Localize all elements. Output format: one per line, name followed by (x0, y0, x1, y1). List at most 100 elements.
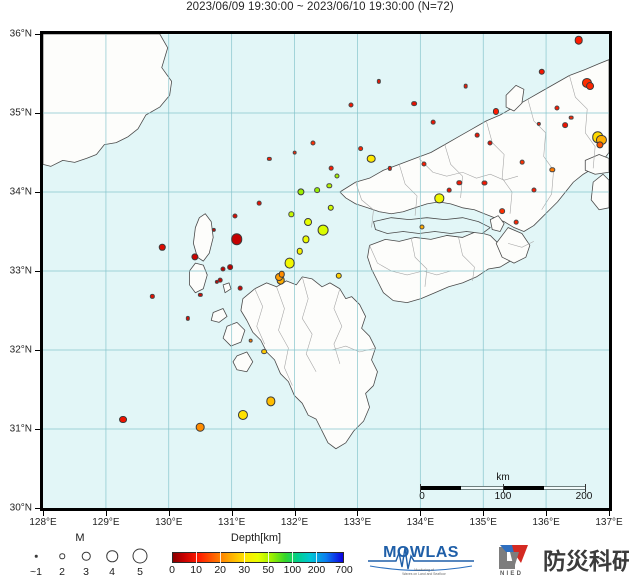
earthquake-marker[interactable] (513, 219, 519, 225)
earthquake-marker[interactable] (411, 100, 417, 107)
earthquake-marker[interactable] (278, 270, 286, 278)
earthquake-marker[interactable] (150, 294, 155, 299)
earthquake-marker[interactable] (348, 102, 354, 108)
y-axis-label: 36°N (9, 28, 32, 40)
earthquake-marker[interactable] (430, 120, 436, 125)
earthquake-marker[interactable] (220, 266, 226, 272)
earthquake-marker[interactable] (481, 180, 487, 186)
earthquake-marker[interactable] (214, 279, 219, 285)
earthquake-marker[interactable] (318, 224, 329, 236)
depth-legend-label: 200 (307, 564, 326, 576)
earthquake-marker[interactable] (304, 218, 313, 226)
earthquake-marker[interactable] (486, 140, 493, 146)
x-axis-tickmark (168, 511, 170, 516)
x-axis-label: 134°E (406, 517, 435, 528)
earthquake-marker[interactable] (327, 204, 335, 212)
earthquake-marker[interactable] (574, 36, 584, 45)
depth-colorbar-tick (292, 552, 294, 563)
earthquake-marker[interactable] (335, 272, 342, 279)
earthquake-marker[interactable] (198, 292, 203, 297)
earthquake-marker[interactable] (586, 82, 595, 91)
earthquake-marker[interactable] (387, 166, 393, 171)
earthquake-marker[interactable] (456, 179, 463, 186)
earthquake-marker[interactable] (230, 233, 243, 246)
scale-tick-0 (420, 484, 421, 492)
earthquake-marker[interactable] (232, 213, 238, 219)
earthquake-marker[interactable] (238, 286, 243, 291)
magnitude-legend-circle (106, 550, 118, 562)
x-axis-tickmark (231, 511, 233, 516)
earthquake-marker[interactable] (326, 182, 332, 189)
earthquake-marker[interactable] (499, 208, 505, 214)
map-panel[interactable] (40, 31, 612, 511)
earthquake-marker[interactable] (474, 132, 480, 138)
earthquake-marker[interactable] (248, 338, 253, 343)
y-axis-label: 33°N (9, 265, 32, 277)
magnitude-legend-circle (34, 554, 38, 558)
earthquake-marker[interactable] (536, 121, 541, 127)
y-axis-label: 34°N (9, 186, 32, 198)
earthquake-marker[interactable] (284, 257, 295, 269)
earthquake-marker[interactable] (334, 173, 340, 179)
earthquake-marker[interactable] (314, 187, 321, 194)
earthquake-marker[interactable] (237, 409, 249, 420)
y-axis-tickmark (35, 429, 40, 430)
earthquake-marker[interactable] (419, 224, 425, 230)
earthquake-marker[interactable] (296, 248, 303, 255)
earthquake-marker[interactable] (568, 115, 574, 121)
nied-logo-graphic: NIED 防災科研 (499, 545, 635, 577)
x-axis-label: 129°E (92, 517, 120, 528)
earthquake-marker[interactable] (211, 227, 217, 233)
depth-colorbar-tick (220, 552, 222, 563)
earthquake-marker[interactable] (185, 316, 190, 321)
y-axis-tickmark (35, 350, 40, 351)
mowlas-arc-icon (369, 565, 473, 572)
scale-label-200: 200 (575, 491, 593, 502)
earthquake-marker[interactable] (531, 187, 537, 193)
scale-segment-2 (503, 486, 544, 490)
map-canvas[interactable] (43, 34, 609, 508)
x-axis-tickmark (105, 511, 107, 516)
x-axis-tickmark (420, 511, 422, 516)
scale-label-100: 100 (494, 491, 512, 502)
earthquake-marker[interactable] (261, 348, 268, 355)
depth-legend-label: 0 (169, 564, 175, 576)
earthquake-marker[interactable] (288, 211, 295, 217)
earthquake-marker[interactable] (463, 83, 468, 89)
earthquake-marker[interactable] (519, 159, 525, 165)
earthquake-marker[interactable] (596, 141, 604, 149)
earthquake-marker[interactable] (554, 105, 560, 111)
earthquake-marker[interactable] (421, 161, 427, 167)
earthquake-marker[interactable] (159, 244, 166, 251)
earthquake-marker[interactable] (366, 154, 376, 164)
earthquake-marker[interactable] (227, 264, 234, 270)
earthquake-marker[interactable] (191, 253, 199, 261)
earthquake-marker[interactable] (302, 235, 310, 243)
mowlas-logo-graphic: MOWLAS Monitoring of Waves on Land and S… (368, 544, 474, 576)
earthquake-marker[interactable] (218, 278, 223, 283)
earthquake-marker[interactable] (357, 145, 364, 152)
y-axis-tickmark (35, 271, 40, 272)
earthquake-marker[interactable] (328, 165, 334, 171)
earthquake-marker[interactable] (549, 167, 556, 173)
earthquake-marker[interactable] (376, 79, 381, 84)
magnitude-legend-label: 5 (137, 566, 143, 578)
earthquake-marker[interactable] (297, 188, 305, 196)
earthquake-marker[interactable] (492, 108, 499, 115)
depth-colorbar-tick (316, 552, 318, 563)
nied-japanese-name: 防災科研 (543, 548, 629, 575)
earthquake-marker[interactable] (310, 140, 316, 146)
earthquake-marker[interactable] (446, 188, 452, 193)
earthquake-marker[interactable] (195, 423, 205, 432)
magnitude-legend-label: ~1 (30, 566, 42, 578)
earthquake-marker[interactable] (267, 156, 272, 161)
earthquake-marker[interactable] (434, 193, 444, 203)
x-axis-tickmark (546, 511, 548, 516)
earthquake-marker[interactable] (119, 415, 128, 424)
depth-legend-label: 700 (335, 564, 353, 576)
earthquake-marker[interactable] (256, 200, 262, 206)
earthquake-marker[interactable] (562, 121, 568, 128)
earthquake-marker[interactable] (292, 150, 297, 155)
earthquake-marker[interactable] (538, 68, 545, 76)
earthquake-marker[interactable] (265, 396, 276, 407)
